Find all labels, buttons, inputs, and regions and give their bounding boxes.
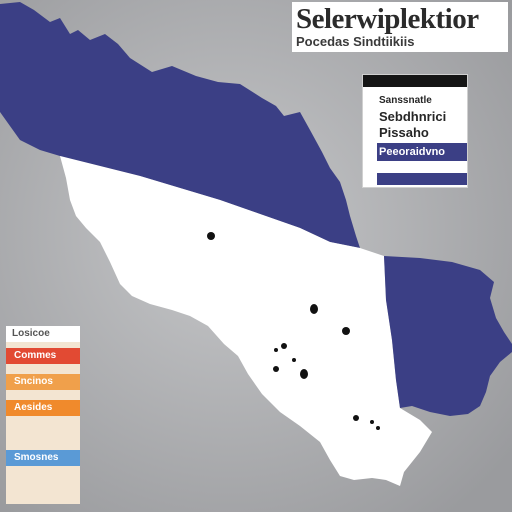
city-marker[interactable] bbox=[281, 343, 287, 349]
legend-item-5[interactable] bbox=[6, 476, 80, 504]
info-box: Sanssnatle Sebdhnrici Pissaho Peeoraidvn… bbox=[362, 74, 468, 188]
region-central[interactable] bbox=[60, 156, 432, 486]
legend-header: Losicoe bbox=[6, 326, 80, 342]
legend-item-1[interactable]: Sncinos bbox=[6, 374, 80, 390]
info-line-1: Sanssnatle bbox=[379, 95, 432, 106]
city-marker[interactable] bbox=[376, 426, 380, 430]
city-marker[interactable] bbox=[300, 369, 308, 379]
city-marker[interactable] bbox=[310, 304, 318, 314]
legend-item-3[interactable] bbox=[6, 420, 80, 446]
city-marker[interactable] bbox=[273, 366, 279, 372]
region-east[interactable] bbox=[384, 256, 512, 416]
legend-item-2[interactable]: Aesides bbox=[6, 400, 80, 416]
title-panel: Selerwiplektior Pocedas Sindtiikiis bbox=[292, 2, 508, 52]
legend-item-0[interactable]: Commes bbox=[6, 348, 80, 364]
city-marker[interactable] bbox=[292, 358, 296, 362]
region-north[interactable] bbox=[0, 2, 360, 248]
city-marker[interactable] bbox=[207, 232, 215, 240]
info-band: Peeoraidvno bbox=[377, 143, 467, 161]
legend-item-4[interactable]: Smosnes bbox=[6, 450, 80, 466]
info-box-footer-bar bbox=[377, 173, 467, 185]
city-marker[interactable] bbox=[274, 348, 278, 352]
city-marker[interactable] bbox=[342, 327, 350, 335]
info-line-2: Sebdhnrici bbox=[379, 109, 447, 124]
city-marker[interactable] bbox=[370, 420, 374, 424]
info-box-header-bar bbox=[363, 75, 467, 87]
city-marker[interactable] bbox=[353, 415, 359, 421]
map-title: Selerwiplektior bbox=[296, 3, 479, 35]
legend: Losicoe Commes Sncinos Aesides Smosnes bbox=[6, 326, 80, 504]
info-line-3: Pissaho bbox=[379, 125, 429, 140]
city-markers bbox=[207, 232, 380, 430]
map-subtitle: Pocedas Sindtiikiis bbox=[296, 34, 415, 49]
